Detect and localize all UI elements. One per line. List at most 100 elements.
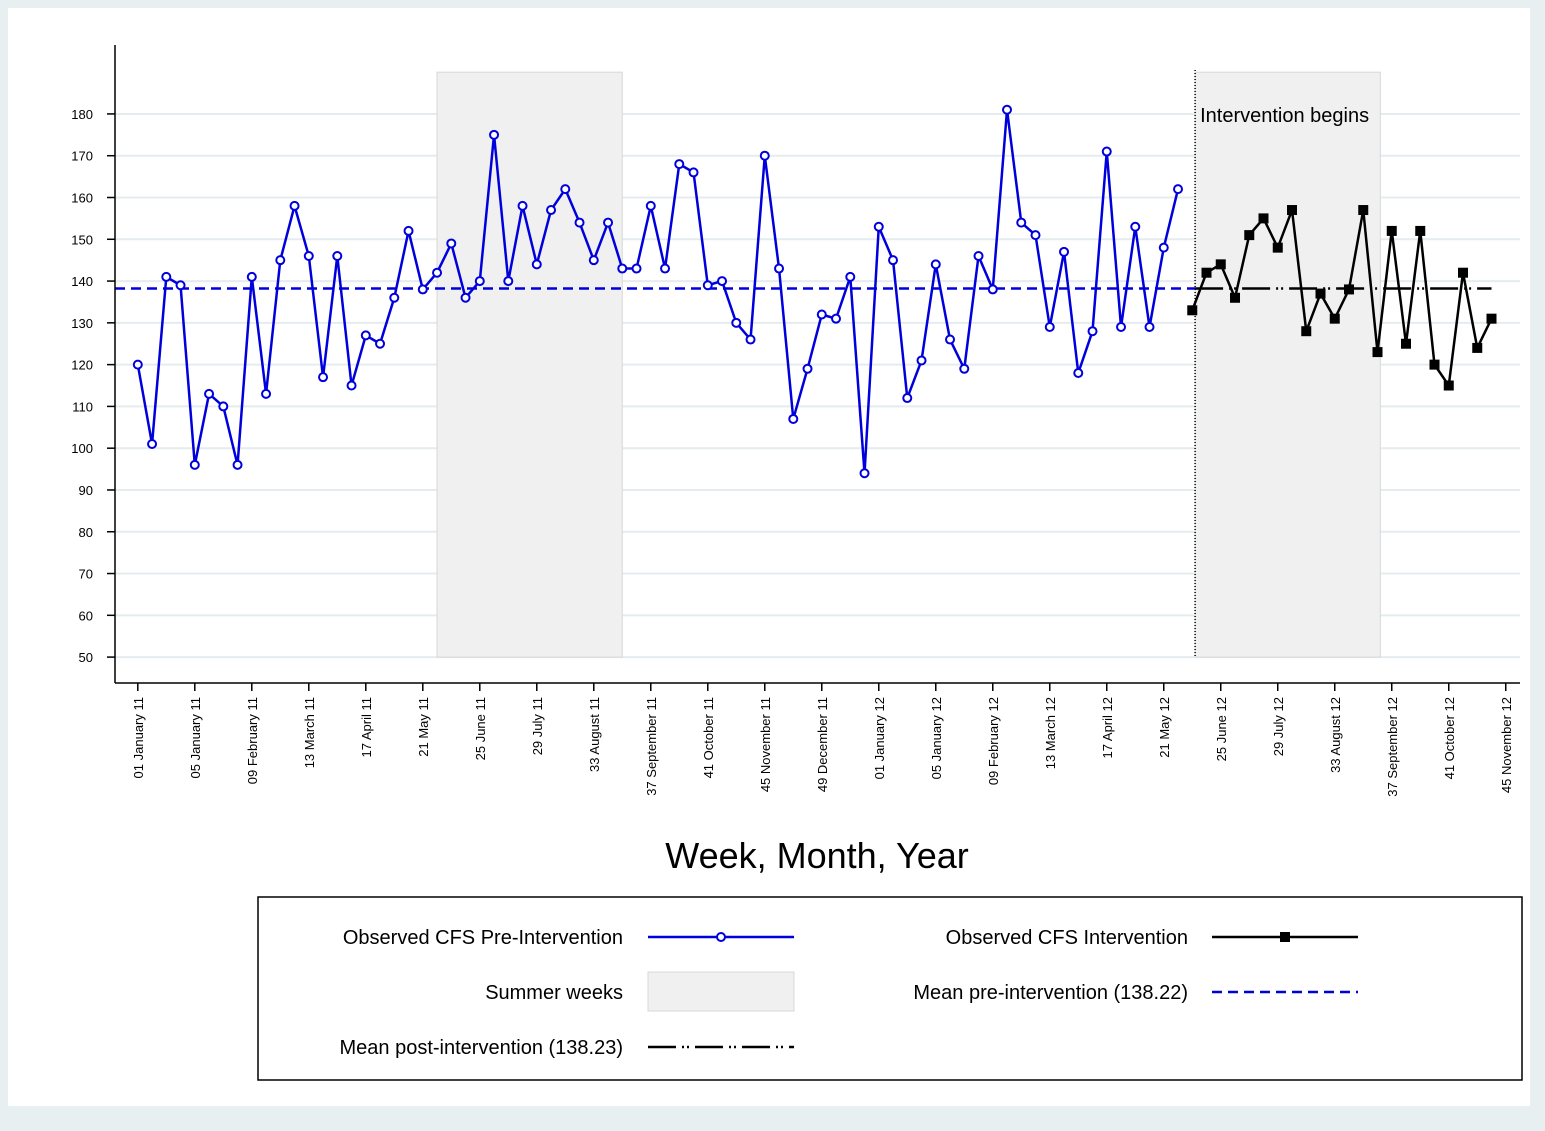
y-tick-label: 180	[71, 107, 93, 122]
y-tick-label: 50	[79, 650, 93, 665]
data-point	[1315, 288, 1326, 299]
data-point	[1002, 104, 1013, 115]
y-tick-label: 170	[71, 149, 93, 164]
data-point	[1344, 284, 1355, 295]
series-line	[1191, 209, 1493, 389]
data-point	[474, 276, 485, 287]
data-point	[588, 255, 599, 266]
data-point	[1386, 225, 1397, 236]
data-point	[1173, 184, 1184, 195]
y-tick-label: 100	[71, 441, 93, 456]
legend-label: Observed CFS Pre-Intervention	[343, 927, 623, 949]
x-tick-label: 13 March 12	[1043, 697, 1058, 769]
data-point	[802, 363, 813, 374]
data-point	[1472, 342, 1483, 353]
x-tick-label: 37 September 12	[1385, 697, 1400, 797]
data-point	[945, 334, 956, 345]
data-point	[346, 380, 357, 391]
data-point	[489, 129, 500, 140]
data-point	[1116, 322, 1127, 333]
data-point	[745, 334, 756, 345]
data-point	[303, 250, 314, 261]
data-point	[432, 267, 443, 278]
y-tick-label: 60	[79, 608, 93, 623]
series-line	[136, 109, 1180, 474]
shaded-region	[1194, 71, 1381, 658]
x-tick-label: 09 February 12	[986, 697, 1001, 785]
x-tick-label: 09 February 11	[245, 697, 260, 784]
data-point	[631, 263, 642, 274]
data-point	[360, 330, 371, 341]
y-tick-label: 160	[71, 191, 93, 206]
data-point	[1016, 217, 1027, 228]
data-point	[1101, 146, 1112, 157]
x-tick-label: 49 December 11	[815, 697, 830, 792]
data-point	[731, 317, 742, 328]
x-tick-label: 25 June 12	[1214, 697, 1229, 761]
data-point	[702, 280, 713, 291]
data-point	[1230, 292, 1241, 303]
data-point	[816, 309, 827, 320]
x-tick-label: 45 November 12	[1499, 697, 1514, 793]
data-point	[1215, 259, 1226, 270]
y-tick-label: 150	[71, 232, 93, 247]
data-point	[375, 338, 386, 349]
data-point	[204, 388, 215, 399]
data-point	[1301, 326, 1312, 337]
data-point	[460, 292, 471, 303]
x-tick-label: 05 January 12	[929, 697, 944, 779]
legend-label: Mean pre-intervention (138.22)	[913, 982, 1188, 1004]
data-point	[1486, 313, 1497, 324]
data-point	[503, 276, 514, 287]
data-point	[1372, 347, 1383, 358]
data-point	[888, 255, 899, 266]
data-point	[246, 271, 257, 282]
data-point	[717, 276, 728, 287]
x-tick-label: 41 October 12	[1442, 697, 1457, 779]
legend-label: Observed CFS Intervention	[946, 927, 1188, 949]
data-point	[574, 217, 585, 228]
data-point	[774, 263, 785, 274]
x-tick-label: 21 May 11	[416, 697, 431, 757]
data-point	[930, 259, 941, 270]
data-point	[417, 284, 428, 295]
x-axis-title: Week, Month, Year	[665, 835, 969, 876]
data-point	[1201, 267, 1212, 278]
data-point	[788, 413, 799, 424]
x-tick-label: 41 October 11	[701, 697, 716, 778]
data-point	[1272, 242, 1283, 253]
annotation: Intervention begins	[1200, 105, 1369, 127]
data-point	[831, 313, 842, 324]
data-point	[531, 259, 542, 270]
data-point	[1073, 367, 1084, 378]
x-tick-label: 21 May 12	[1157, 697, 1172, 758]
x-tick-label: 17 April 12	[1100, 697, 1115, 758]
data-point	[1030, 230, 1041, 241]
data-point	[1458, 267, 1469, 278]
data-point	[1144, 322, 1155, 333]
legend-label: Mean post-intervention (138.23)	[340, 1037, 624, 1059]
x-tick-label: 29 July 11	[530, 697, 545, 755]
legend-box	[257, 896, 1523, 1081]
x-tick-label: 37 September 11	[644, 697, 659, 796]
data-point	[318, 372, 329, 383]
data-point	[902, 393, 913, 404]
data-point	[389, 292, 400, 303]
data-point	[1158, 242, 1169, 253]
x-tick-label: 13 March 11	[302, 697, 317, 768]
data-point	[403, 225, 414, 236]
data-point	[660, 263, 671, 274]
y-tick-label: 80	[79, 525, 93, 540]
data-point	[1087, 326, 1098, 337]
legend-swatch	[647, 971, 795, 1012]
data-point	[873, 221, 884, 232]
data-point	[959, 363, 970, 374]
data-point	[1329, 313, 1340, 324]
data-point	[916, 355, 927, 366]
data-point	[446, 238, 457, 249]
data-point	[617, 263, 628, 274]
data-point	[1429, 359, 1440, 370]
x-tick-label: 25 June 11	[473, 697, 488, 760]
data-point	[517, 200, 528, 211]
